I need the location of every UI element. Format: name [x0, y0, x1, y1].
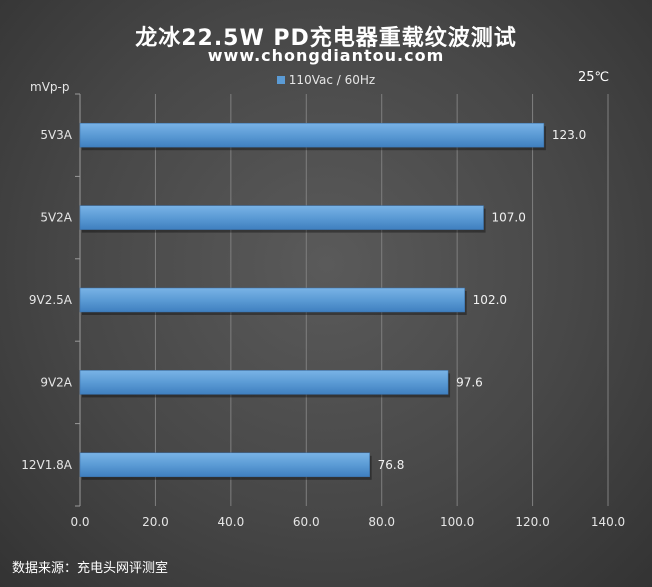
x-tick-label: 80.0 [368, 515, 395, 529]
y-tick-label: 12V1.8A [21, 458, 73, 472]
data-label: 107.0 [492, 211, 526, 225]
x-tick-label: 100.0 [440, 515, 474, 529]
x-tick-label: 60.0 [293, 515, 320, 529]
x-tick-label: 20.0 [142, 515, 169, 529]
legend-swatch [276, 76, 285, 84]
data-source-note: 数据来源：充电头网评测室 [12, 561, 169, 576]
x-tick-label: 40.0 [217, 515, 244, 529]
chart-legend: 110Vac / 60Hz [0, 73, 652, 87]
data-label: 76.8 [378, 458, 405, 472]
bar [79, 122, 545, 148]
x-tick-label: 0.0 [70, 515, 89, 529]
chart-subtitle: www.chongdiantou.com [207, 46, 445, 65]
x-tick-label: 140.0 [591, 515, 625, 529]
y-tick-label: 5V3A [40, 128, 72, 142]
y-tick-label: 9V2A [40, 375, 72, 389]
bar [79, 370, 449, 395]
y-tick-label: 9V2.5A [29, 293, 73, 307]
chart-title: 龙冰22.5W PD充电器重载纹波测试 [135, 26, 517, 51]
bar [79, 287, 465, 313]
data-label: 123.0 [552, 128, 586, 142]
legend-label: 110Vac / 60Hz [288, 73, 376, 87]
bar [79, 205, 484, 230]
bar [79, 452, 370, 478]
temperature-note: 25℃ [578, 70, 610, 85]
x-tick-label: 120.0 [515, 515, 549, 529]
data-label: 97.6 [456, 375, 483, 389]
data-label: 102.0 [473, 293, 507, 307]
y-tick-label: 5V2A [40, 211, 72, 225]
y-axis-label: mVp-p [30, 80, 70, 94]
